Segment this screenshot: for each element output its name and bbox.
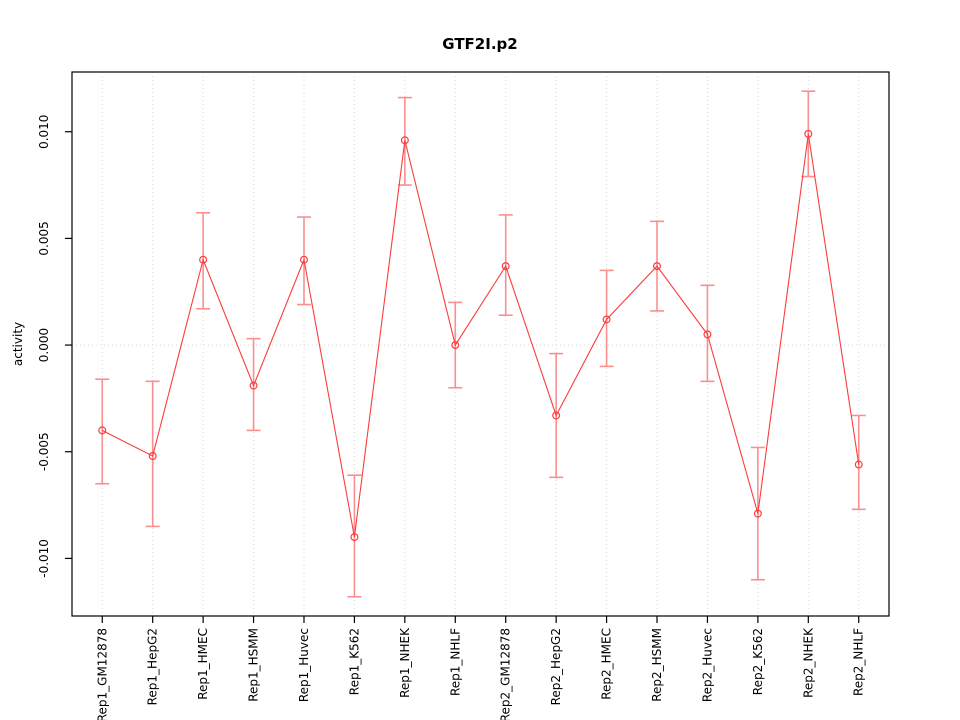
y-tick-label: 0.005: [37, 221, 51, 255]
data-point: [98, 426, 107, 435]
x-tick-label: Rep2_K562: [751, 628, 765, 695]
x-tick-label: Rep1_HepG2: [146, 628, 160, 705]
data-point: [451, 341, 460, 350]
series-line-group: [102, 133, 860, 538]
series-line: [102, 133, 860, 538]
data-point: [299, 255, 308, 264]
data-point: [249, 381, 258, 390]
data-point: [148, 452, 157, 461]
chart-title: GTF2I.p2: [442, 35, 517, 53]
x-tick-label: Rep2_NHLF: [852, 628, 866, 696]
x-tick-label: Rep1_NHEK: [398, 627, 412, 698]
data-point: [501, 262, 510, 271]
plot-border: [71, 71, 890, 617]
x-tick-label: Rep1_NHLF: [448, 628, 462, 696]
data-point: [653, 262, 662, 271]
x-tick-label: Rep2_GM12878: [499, 628, 513, 720]
gridlines-group: [72, 72, 889, 616]
data-point: [703, 330, 712, 339]
x-tick-label: Rep2_HepG2: [549, 628, 563, 705]
y-axis-label: activity: [11, 322, 25, 366]
y-tick-label: -0.010: [37, 539, 51, 578]
y-tick-label: -0.005: [37, 432, 51, 471]
x-tick-label: Rep2_Huvec: [700, 628, 714, 702]
data-point: [804, 129, 813, 138]
data-point: [854, 460, 863, 469]
x-tick-label: Rep2_NHEK: [801, 627, 815, 698]
x-tick-label: Rep1_Huvec: [297, 628, 311, 702]
error-bars-group: [95, 90, 866, 598]
data-point: [552, 411, 561, 420]
data-points-group: [98, 129, 863, 542]
x-tick-label: Rep1_HMEC: [196, 628, 210, 700]
data-point: [350, 533, 359, 542]
data-point: [602, 315, 611, 324]
x-tick-label: Rep1_HSMM: [247, 628, 261, 702]
y-tick-label: 0.010: [37, 115, 51, 149]
data-point: [400, 136, 409, 145]
x-tick-label: Rep2_HSMM: [650, 628, 664, 702]
data-point: [753, 509, 762, 518]
x-tick-label: Rep2_HMEC: [600, 628, 614, 700]
axes-group: -0.010 -0.005 0.000 0.005 0.010 Rep1_GM12878 R…: [37, 71, 890, 720]
x-tick-label: Rep1_GM12878: [95, 628, 109, 720]
data-point: [199, 255, 208, 264]
y-tick-label: 0.000: [37, 328, 51, 362]
x-tick-label: Rep1_K562: [347, 628, 361, 695]
